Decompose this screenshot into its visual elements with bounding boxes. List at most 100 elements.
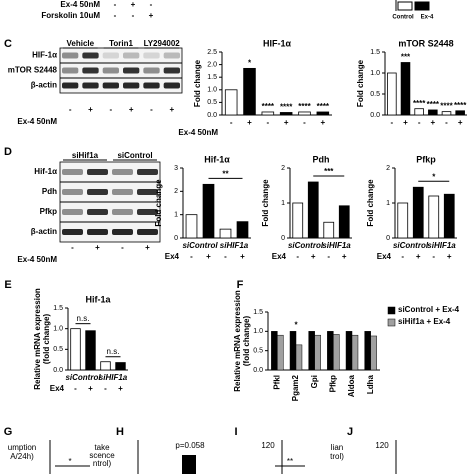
blot-band xyxy=(82,52,99,59)
fragment: p=0.058 xyxy=(175,441,205,450)
sign: - xyxy=(109,105,112,114)
y-tick-label: 2 xyxy=(174,188,178,195)
bar xyxy=(316,111,330,116)
legend-swatch xyxy=(387,306,396,315)
y-tick-label: 0 xyxy=(281,235,285,242)
y-tick-label: 1.0 xyxy=(53,326,63,333)
panel-letter: C xyxy=(4,38,12,50)
fragment: take xyxy=(94,443,110,452)
blot-band xyxy=(87,189,108,195)
bar xyxy=(441,111,452,116)
bar xyxy=(224,89,238,116)
group-label: siHIF1a xyxy=(322,241,351,250)
y-label: (fold change) xyxy=(242,316,251,367)
legend-swatch xyxy=(414,1,430,11)
blot-band xyxy=(87,209,108,215)
panel-letter: D xyxy=(4,146,12,158)
bar xyxy=(295,344,303,371)
sign: - xyxy=(432,252,435,261)
y-label: Fold change xyxy=(193,59,202,107)
blot-row: β-actin xyxy=(31,227,57,236)
sign: + xyxy=(206,252,211,261)
fragment: ntrol) xyxy=(93,459,112,468)
y-tick-label: 1.0 xyxy=(253,328,263,335)
y-tick-label: 2.0 xyxy=(207,61,217,68)
blot-band xyxy=(87,169,108,175)
y-tick-label: 0.5 xyxy=(370,91,380,98)
bar xyxy=(400,62,411,116)
blot-band xyxy=(102,52,119,59)
bar xyxy=(100,361,111,371)
group-label: siHIF1a xyxy=(220,241,249,250)
blot-band xyxy=(137,189,158,195)
bar xyxy=(271,331,278,371)
y-tick-label: 1.5 xyxy=(53,305,63,312)
bar xyxy=(327,331,334,371)
bar xyxy=(185,214,198,239)
y-tick-label: 3 xyxy=(174,165,178,172)
significance: *** xyxy=(324,167,334,176)
bar xyxy=(397,202,409,239)
sign: - xyxy=(71,243,74,252)
panel-letter: G xyxy=(4,426,13,438)
sign: - xyxy=(445,118,448,127)
fragment: lian xyxy=(331,443,343,452)
significance: * xyxy=(294,320,298,329)
blot-band xyxy=(82,67,99,74)
blot-frame xyxy=(59,47,183,94)
sign: + xyxy=(447,252,452,261)
y-tick-label: 0.0 xyxy=(253,367,263,374)
chart-title: Hif-1a xyxy=(85,294,111,304)
y-label: Fold change xyxy=(366,179,375,227)
blot-band xyxy=(123,67,140,74)
blot-column: Vehicle xyxy=(67,39,95,48)
bar xyxy=(70,328,81,371)
bar xyxy=(412,186,424,239)
chart-title: Pdh xyxy=(313,154,330,164)
bar xyxy=(277,334,284,371)
y-label: Fold change xyxy=(356,59,365,107)
bar xyxy=(370,335,377,371)
x-label: Ex4 xyxy=(50,384,65,393)
y-label: (fold change) xyxy=(42,314,51,365)
bar xyxy=(455,110,465,116)
y-tick-label: 0 xyxy=(386,235,390,242)
legend-swatch xyxy=(387,318,396,327)
row-label: Forskolin 10uM xyxy=(41,11,100,20)
x-label: Ex4 xyxy=(165,252,180,261)
bar xyxy=(428,195,440,239)
significance: n.s. xyxy=(77,314,90,323)
blot-band xyxy=(137,169,158,175)
y-tick-label: 0.0 xyxy=(207,112,217,119)
blot-band xyxy=(143,67,160,74)
sign: + xyxy=(169,105,174,114)
treatment-label: Ex-4 50nM xyxy=(17,117,57,126)
sign: + xyxy=(416,252,421,261)
bar xyxy=(236,221,249,239)
y-label: Fold change xyxy=(154,179,163,227)
legend-label: Ex-4 xyxy=(421,15,434,21)
blot-band xyxy=(123,82,140,89)
blot-band xyxy=(143,52,160,59)
bar xyxy=(243,67,256,116)
sign: - xyxy=(132,11,135,20)
significance: **** xyxy=(413,99,426,108)
sign: - xyxy=(390,118,393,127)
bar xyxy=(345,331,353,371)
blot-band xyxy=(112,229,133,235)
bar xyxy=(202,183,215,239)
y-tick-label: 2 xyxy=(281,165,285,172)
fragment: A/24h) xyxy=(10,452,34,461)
x-tick-label: Gpi xyxy=(310,375,319,388)
sign: + xyxy=(311,252,316,261)
y-tick-label: 2 xyxy=(386,165,390,172)
y-tick-label: 0.5 xyxy=(53,346,63,353)
x-tick-label: Pfkp xyxy=(328,375,337,392)
sign: + xyxy=(320,118,325,127)
blot-band xyxy=(62,169,83,175)
sign: - xyxy=(303,118,306,127)
blot-band xyxy=(163,52,180,59)
panel-letter: H xyxy=(116,426,124,438)
blot-band xyxy=(112,169,133,175)
